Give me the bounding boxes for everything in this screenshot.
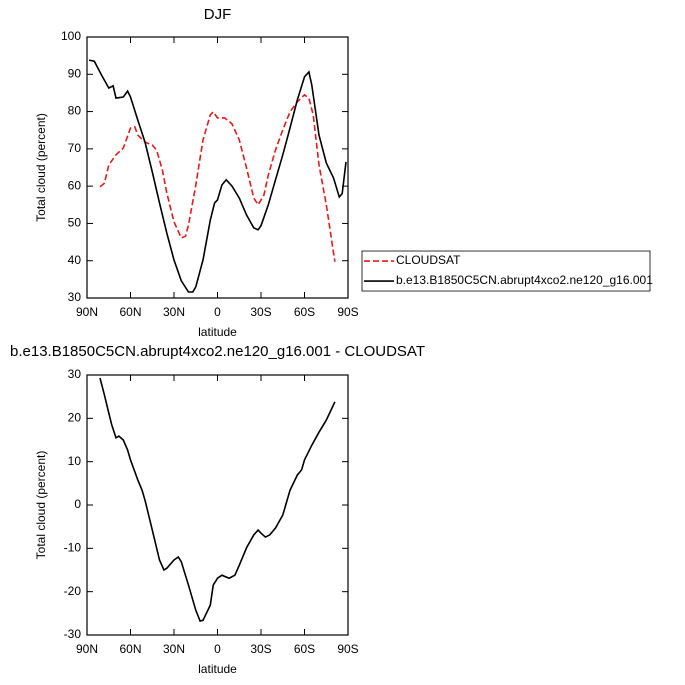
x-tick-label: 60S	[294, 642, 315, 656]
chart-title: DJF	[204, 6, 232, 23]
y-tick-label: 50	[68, 216, 82, 230]
y-axis-label: Total cloud (percent)	[34, 113, 48, 222]
chart-title: b.e13.B1850C5CN.abrupt4xco2.ne120_g16.00…	[10, 343, 425, 360]
legend-label: CLOUDSAT	[396, 253, 461, 267]
x-axis-label: latitude	[198, 325, 237, 339]
x-tick-label: 0	[214, 642, 221, 656]
y-tick-label: -30	[64, 627, 82, 641]
y-tick-label: 40	[68, 253, 82, 267]
data-line	[99, 93, 336, 262]
x-tick-label: 30S	[250, 642, 271, 656]
y-tick-label: 60	[68, 178, 82, 192]
x-tick-label: 30S	[250, 305, 271, 319]
x-tick-label: 90N	[76, 305, 98, 319]
x-tick-label: 60N	[119, 642, 141, 656]
y-tick-label: 30	[68, 367, 82, 381]
x-tick-label: 90N	[76, 642, 98, 656]
x-tick-label: 30N	[163, 642, 185, 656]
data-line	[88, 59, 347, 293]
x-tick-label: 90S	[337, 642, 358, 656]
legend-box	[361, 250, 651, 292]
legend-label: b.e13.B1850C5CN.abrupt4xco2.ne120_g16.00…	[396, 273, 653, 287]
y-tick-label: 100	[61, 29, 81, 43]
data-line	[99, 377, 336, 623]
x-tick-label: 90S	[337, 305, 358, 319]
x-tick-label: 0	[214, 305, 221, 319]
y-tick-label: 90	[68, 66, 82, 80]
y-tick-label: 80	[68, 104, 82, 118]
y-tick-label: 10	[68, 454, 82, 468]
x-tick-label: 60N	[119, 305, 141, 319]
y-tick-label: 20	[68, 411, 82, 425]
y-tick-label: 70	[68, 141, 82, 155]
plot-frame	[86, 36, 349, 299]
x-axis-label: latitude	[198, 662, 237, 676]
y-tick-label: -20	[64, 584, 82, 598]
x-tick-label: 60S	[294, 305, 315, 319]
plot-frame	[86, 374, 349, 636]
y-axis-label: Total cloud (percent)	[34, 451, 48, 560]
y-tick-label: 30	[68, 290, 82, 304]
y-tick-label: -10	[64, 541, 82, 555]
y-tick-label: 0	[74, 497, 81, 511]
x-tick-label: 30N	[163, 305, 185, 319]
